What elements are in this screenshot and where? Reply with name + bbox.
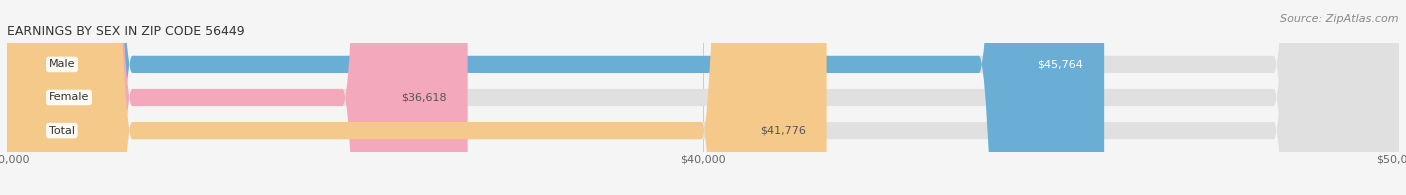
FancyBboxPatch shape xyxy=(7,0,827,195)
Text: $41,776: $41,776 xyxy=(759,126,806,136)
Text: Total: Total xyxy=(49,126,75,136)
FancyBboxPatch shape xyxy=(7,0,1399,195)
Text: Female: Female xyxy=(49,92,89,103)
FancyBboxPatch shape xyxy=(7,0,1104,195)
Text: $45,764: $45,764 xyxy=(1038,59,1083,69)
Text: EARNINGS BY SEX IN ZIP CODE 56449: EARNINGS BY SEX IN ZIP CODE 56449 xyxy=(7,25,245,38)
FancyBboxPatch shape xyxy=(7,0,1399,195)
Text: Source: ZipAtlas.com: Source: ZipAtlas.com xyxy=(1281,14,1399,24)
Text: Male: Male xyxy=(49,59,76,69)
FancyBboxPatch shape xyxy=(7,0,1399,195)
Text: $36,618: $36,618 xyxy=(401,92,447,103)
FancyBboxPatch shape xyxy=(7,0,468,195)
